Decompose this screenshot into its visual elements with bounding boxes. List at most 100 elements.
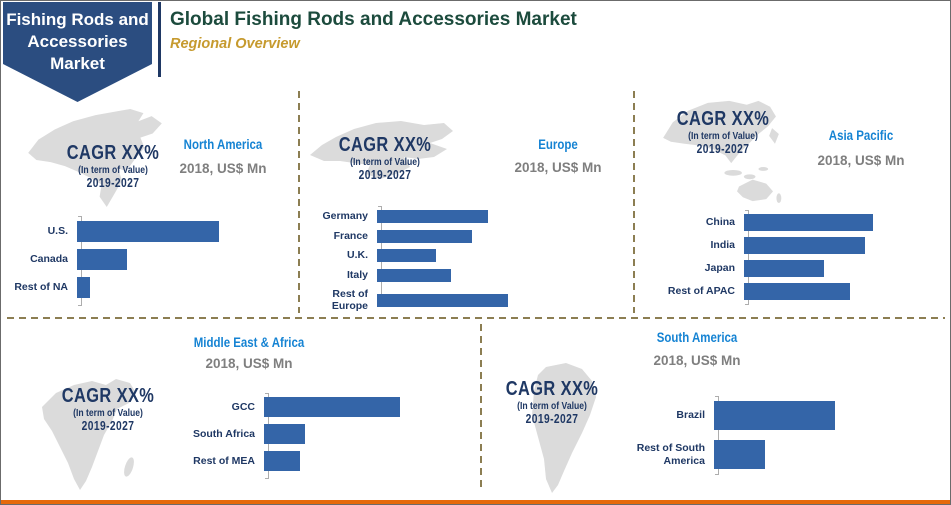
cagr-period: 2019-2027 bbox=[358, 168, 412, 182]
cagr-block: CAGR XX% (In term of Value) 2019-2027 bbox=[38, 386, 177, 433]
bar-chart: GCC South Africa Rest of MEA bbox=[184, 397, 400, 471]
region-subtitle: 2018, US$ Mn bbox=[817, 153, 905, 168]
divider-horizontal bbox=[7, 317, 945, 319]
region-title: Asia Pacific bbox=[828, 128, 894, 143]
category-label: Rest of MEA bbox=[193, 454, 255, 467]
chart-row: France bbox=[301, 229, 508, 243]
chart-rows: U.S. Canada Rest of NA bbox=[11, 221, 219, 298]
bottom-accent-bar bbox=[1, 500, 950, 504]
category-label: Italy bbox=[346, 268, 368, 281]
cagr-value: CAGR XX% bbox=[338, 134, 432, 156]
chart-row: China bbox=[664, 214, 873, 231]
asia-pacific-map bbox=[663, 100, 782, 204]
chart-rows: GCC South Africa Rest of MEA bbox=[184, 397, 400, 471]
value-bar bbox=[714, 401, 835, 430]
value-bar bbox=[377, 249, 436, 262]
region-subtitle: 2018, US$ Mn bbox=[653, 353, 741, 368]
bar-chart: Germany France U.K. Italy Rest of Europe bbox=[301, 210, 508, 312]
category-label: South Africa bbox=[192, 427, 255, 440]
region-subtitle: 2018, US$ Mn bbox=[179, 161, 267, 176]
region-title: Europe bbox=[538, 137, 578, 152]
chart-rows: China India Japan Rest of APAC bbox=[664, 214, 873, 300]
corner-ribbon: Fishing Rods and Accessories Market bbox=[3, 2, 152, 102]
category-label: Brazil bbox=[676, 409, 705, 422]
chart-row: India bbox=[664, 237, 873, 254]
chart-row: U.K. bbox=[301, 249, 508, 262]
bar-chart: Brazil Rest of South America bbox=[627, 401, 835, 469]
cagr-period: 2019-2027 bbox=[81, 419, 135, 433]
chart-row: Rest of NA bbox=[11, 277, 219, 298]
category-label: Rest of Europe bbox=[331, 288, 368, 313]
cagr-qualifier: (In term of Value) bbox=[688, 130, 758, 142]
cagr-block: CAGR XX% (In term of Value) 2019-2027 bbox=[315, 135, 454, 182]
chart-row: Rest of South America bbox=[627, 440, 835, 469]
chart-row: GCC bbox=[184, 397, 400, 417]
cagr-period: 2019-2027 bbox=[525, 412, 579, 426]
value-bar bbox=[744, 260, 824, 277]
category-label: GCC bbox=[231, 400, 255, 413]
header-divider bbox=[158, 2, 161, 77]
category-label: Japan bbox=[704, 262, 735, 275]
europe-map bbox=[310, 121, 453, 179]
chart-row: U.S. bbox=[11, 221, 219, 242]
page-title: Global Fishing Rods and Accessories Mark… bbox=[170, 9, 577, 30]
chart-row: Italy bbox=[301, 268, 508, 282]
south-america-map bbox=[532, 363, 596, 493]
north-america-map bbox=[28, 109, 162, 207]
cagr-block: CAGR XX% (In term of Value) 2019-2027 bbox=[653, 109, 792, 156]
bar-chart: U.S. Canada Rest of NA bbox=[11, 221, 219, 298]
middle-east-africa-map bbox=[42, 379, 136, 490]
divider-vertical-1 bbox=[298, 91, 300, 313]
category-label: France bbox=[333, 229, 368, 242]
divider-vertical-3 bbox=[480, 324, 482, 490]
value-bar bbox=[377, 229, 472, 243]
value-bar bbox=[77, 277, 90, 298]
cagr-block: CAGR XX% (In term of Value) 2019-2027 bbox=[482, 379, 621, 426]
value-bar bbox=[377, 268, 451, 282]
cagr-qualifier: (In term of Value) bbox=[78, 164, 148, 176]
region-subtitle: 2018, US$ Mn bbox=[514, 160, 602, 175]
chart-row: Japan bbox=[664, 260, 873, 277]
chart-row: Rest of MEA bbox=[184, 451, 400, 471]
chart-row: Rest of APAC bbox=[664, 283, 873, 300]
chart-row: Canada bbox=[11, 249, 219, 270]
region-subtitle: 2018, US$ Mn bbox=[205, 356, 293, 371]
cagr-period: 2019-2027 bbox=[86, 176, 140, 190]
value-bar bbox=[377, 210, 488, 223]
category-label: Rest of APAC bbox=[667, 285, 735, 298]
category-label: U.S. bbox=[47, 225, 68, 238]
ribbon-title: Fishing Rods and Accessories Market bbox=[6, 10, 149, 73]
cagr-value: CAGR XX% bbox=[66, 142, 160, 164]
cagr-value: CAGR XX% bbox=[61, 385, 155, 407]
value-bar bbox=[744, 237, 865, 254]
value-bar bbox=[264, 451, 300, 471]
value-bar bbox=[377, 293, 508, 307]
value-bar bbox=[744, 214, 873, 231]
category-label: India bbox=[710, 239, 735, 252]
value-bar bbox=[264, 397, 400, 417]
axis-line bbox=[714, 396, 720, 475]
cagr-value: CAGR XX% bbox=[676, 108, 770, 130]
region-title: Middle East & Africa bbox=[193, 335, 305, 350]
region-title: South America bbox=[656, 330, 738, 345]
value-bar bbox=[77, 249, 127, 270]
cagr-value: CAGR XX% bbox=[505, 378, 599, 400]
chart-row: South Africa bbox=[184, 424, 400, 444]
chart-row: Germany bbox=[301, 210, 508, 223]
cagr-period: 2019-2027 bbox=[696, 142, 750, 156]
category-label: Rest of South America bbox=[636, 442, 705, 467]
page-subtitle: Regional Overview bbox=[170, 36, 300, 52]
region-title: North America bbox=[183, 137, 263, 152]
axis-line bbox=[744, 210, 750, 305]
chart-rows: Germany France U.K. Italy Rest of Europe bbox=[301, 210, 508, 312]
value-bar bbox=[77, 221, 219, 242]
category-label: Canada bbox=[30, 253, 68, 266]
value-bar bbox=[714, 440, 765, 469]
value-bar bbox=[264, 424, 305, 444]
bar-chart: China India Japan Rest of APAC bbox=[664, 214, 873, 300]
category-label: China bbox=[705, 216, 735, 229]
category-label: Germany bbox=[322, 210, 368, 223]
category-label: U.K. bbox=[347, 249, 368, 262]
divider-vertical-2 bbox=[633, 91, 635, 313]
